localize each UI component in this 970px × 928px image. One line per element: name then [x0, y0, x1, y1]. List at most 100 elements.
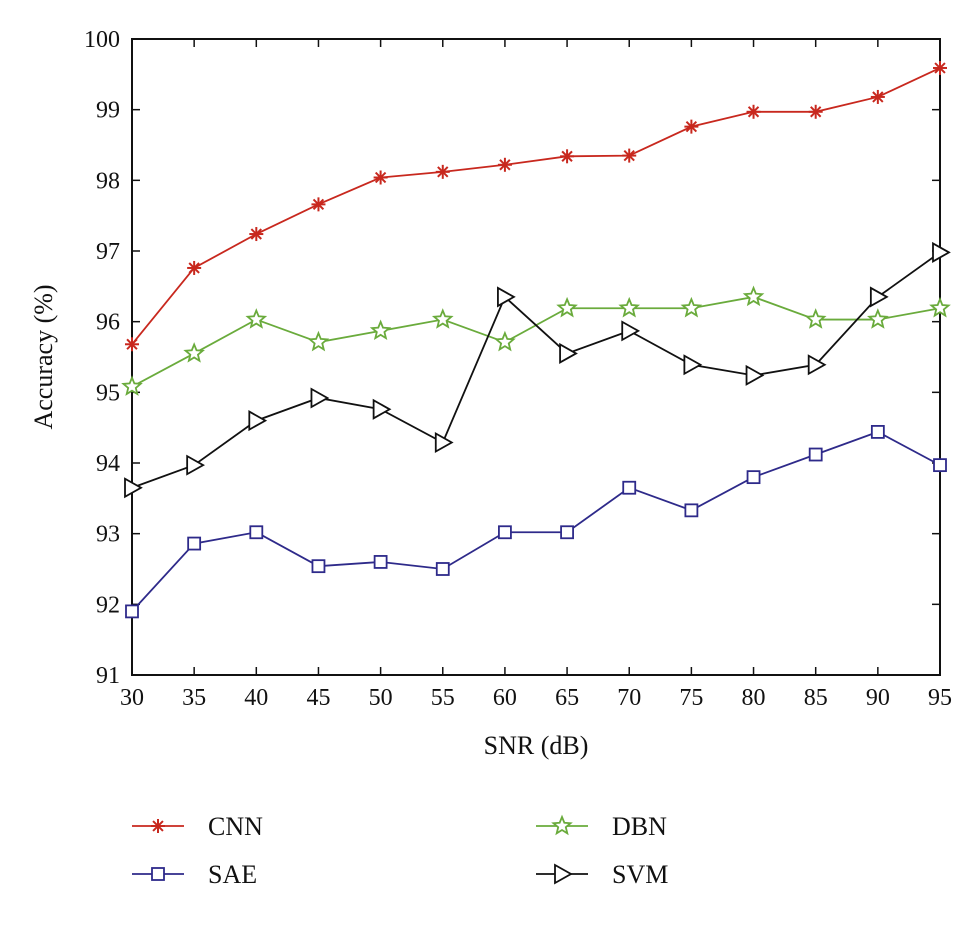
- data-point-sae: [808, 447, 823, 462]
- data-point-dbn: [804, 308, 827, 329]
- data-point-dbn: [494, 330, 516, 352]
- data-point-cnn: [870, 89, 885, 104]
- data-point-sae: [249, 525, 264, 540]
- series-line-svm: [131, 251, 941, 489]
- data-point-sae: [125, 604, 139, 619]
- data-point-svm: [497, 286, 516, 308]
- data-point-dbn: [121, 375, 143, 396]
- data-point-cnn: [933, 60, 947, 75]
- data-point-sae: [435, 562, 450, 576]
- data-point-svm: [434, 431, 454, 454]
- legend-item-svm: SVM: [536, 860, 668, 889]
- x-tick-label: 75: [679, 685, 703, 711]
- legend-marker-svm: [554, 863, 573, 885]
- x-tick-label: 30: [120, 685, 144, 711]
- data-point-dbn: [245, 308, 268, 329]
- data-point-sae: [684, 503, 699, 518]
- data-point-cnn: [622, 148, 637, 163]
- y-tick-label: 92: [96, 592, 120, 618]
- data-point-svm: [248, 410, 268, 432]
- legend-marker-dbn: [551, 814, 573, 836]
- x-tick-label: 65: [555, 685, 579, 711]
- y-tick-label: 94: [96, 451, 120, 477]
- data-point-svm: [621, 320, 641, 342]
- legend-item-cnn: CNN: [132, 812, 263, 841]
- x-tick-label: 90: [866, 685, 890, 711]
- data-point-svm: [683, 354, 703, 376]
- x-tick-label: 40: [244, 685, 268, 711]
- data-point-svm: [807, 354, 827, 376]
- series-layer: [121, 60, 951, 619]
- y-tick-label: 95: [96, 380, 120, 406]
- data-point-dbn: [742, 285, 765, 307]
- x-tick-label: 70: [617, 685, 641, 711]
- data-point-dbn: [929, 296, 951, 318]
- x-tick-label: 60: [493, 685, 517, 711]
- series-line-sae: [131, 430, 941, 613]
- data-point-sae: [311, 559, 326, 574]
- data-point-cnn: [249, 227, 264, 242]
- data-point-sae: [870, 425, 885, 439]
- data-point-dbn: [369, 319, 392, 341]
- data-point-dbn: [556, 296, 578, 318]
- series-line-cnn: [131, 67, 941, 345]
- data-point-sae: [373, 555, 388, 569]
- y-tick-label: 93: [96, 522, 120, 548]
- legend-marker-cnn: [151, 819, 165, 833]
- x-tick-label: 95: [928, 685, 952, 711]
- y-tick-label: 100: [84, 27, 120, 53]
- x-tick-label: 55: [431, 685, 455, 711]
- legend-item-dbn: DBN: [536, 812, 667, 841]
- data-point-sae: [746, 470, 761, 485]
- legend-marker-sae: [151, 867, 165, 881]
- x-axis-title: SNR (dB): [484, 731, 589, 760]
- series-line-dbn: [131, 296, 941, 388]
- data-point-dbn: [431, 308, 454, 329]
- data-point-svm: [186, 454, 205, 476]
- data-point-sae: [622, 480, 637, 495]
- data-point-cnn: [808, 104, 823, 119]
- data-point-svm: [559, 342, 578, 365]
- data-point-svm: [310, 387, 330, 409]
- data-point-cnn: [435, 164, 450, 179]
- data-point-cnn: [684, 119, 699, 134]
- x-tick-label: 85: [804, 685, 828, 711]
- data-point-sae: [560, 525, 574, 540]
- legend: CNN SAE DBN SVM: [132, 812, 668, 889]
- data-point-cnn: [560, 149, 575, 164]
- data-point-sae: [933, 458, 947, 473]
- data-point-cnn: [125, 337, 139, 352]
- data-point-sae: [498, 525, 512, 540]
- data-point-svm: [869, 286, 889, 308]
- data-point-cnn: [746, 104, 761, 119]
- data-point-cnn: [187, 260, 202, 275]
- data-point-svm: [124, 477, 143, 499]
- data-point-dbn: [680, 296, 703, 318]
- y-axis-title: Accuracy (%): [29, 284, 58, 429]
- data-point-cnn: [497, 157, 512, 172]
- data-point-dbn: [183, 342, 205, 363]
- data-point-dbn: [307, 330, 330, 352]
- y-tick-label: 97: [96, 239, 120, 265]
- data-point-cnn: [373, 170, 388, 185]
- data-point-sae: [187, 536, 202, 551]
- y-tick-label: 99: [96, 98, 120, 124]
- data-point-dbn: [867, 308, 889, 329]
- y-tick-label: 91: [96, 663, 120, 689]
- legend-label-cnn: CNN: [208, 812, 263, 841]
- y-tick-label: 96: [96, 310, 120, 336]
- legend-item-sae: SAE: [132, 860, 257, 889]
- data-point-svm: [745, 364, 765, 386]
- x-tick-label: 35: [182, 685, 206, 711]
- legend-label-svm: SVM: [612, 860, 668, 889]
- data-point-dbn: [618, 296, 641, 318]
- x-tick-label: 45: [306, 685, 330, 711]
- legend-label-sae: SAE: [208, 860, 257, 889]
- data-point-svm: [932, 241, 951, 263]
- data-point-cnn: [311, 197, 326, 212]
- axis-ticks: 30 35 40 45 50 55 60 65 70 75 80 85 90 95 91 92 93 94 95 96…: [84, 27, 952, 711]
- legend-label-dbn: DBN: [612, 812, 667, 841]
- y-tick-label: 98: [96, 168, 120, 194]
- data-point-svm: [372, 398, 392, 420]
